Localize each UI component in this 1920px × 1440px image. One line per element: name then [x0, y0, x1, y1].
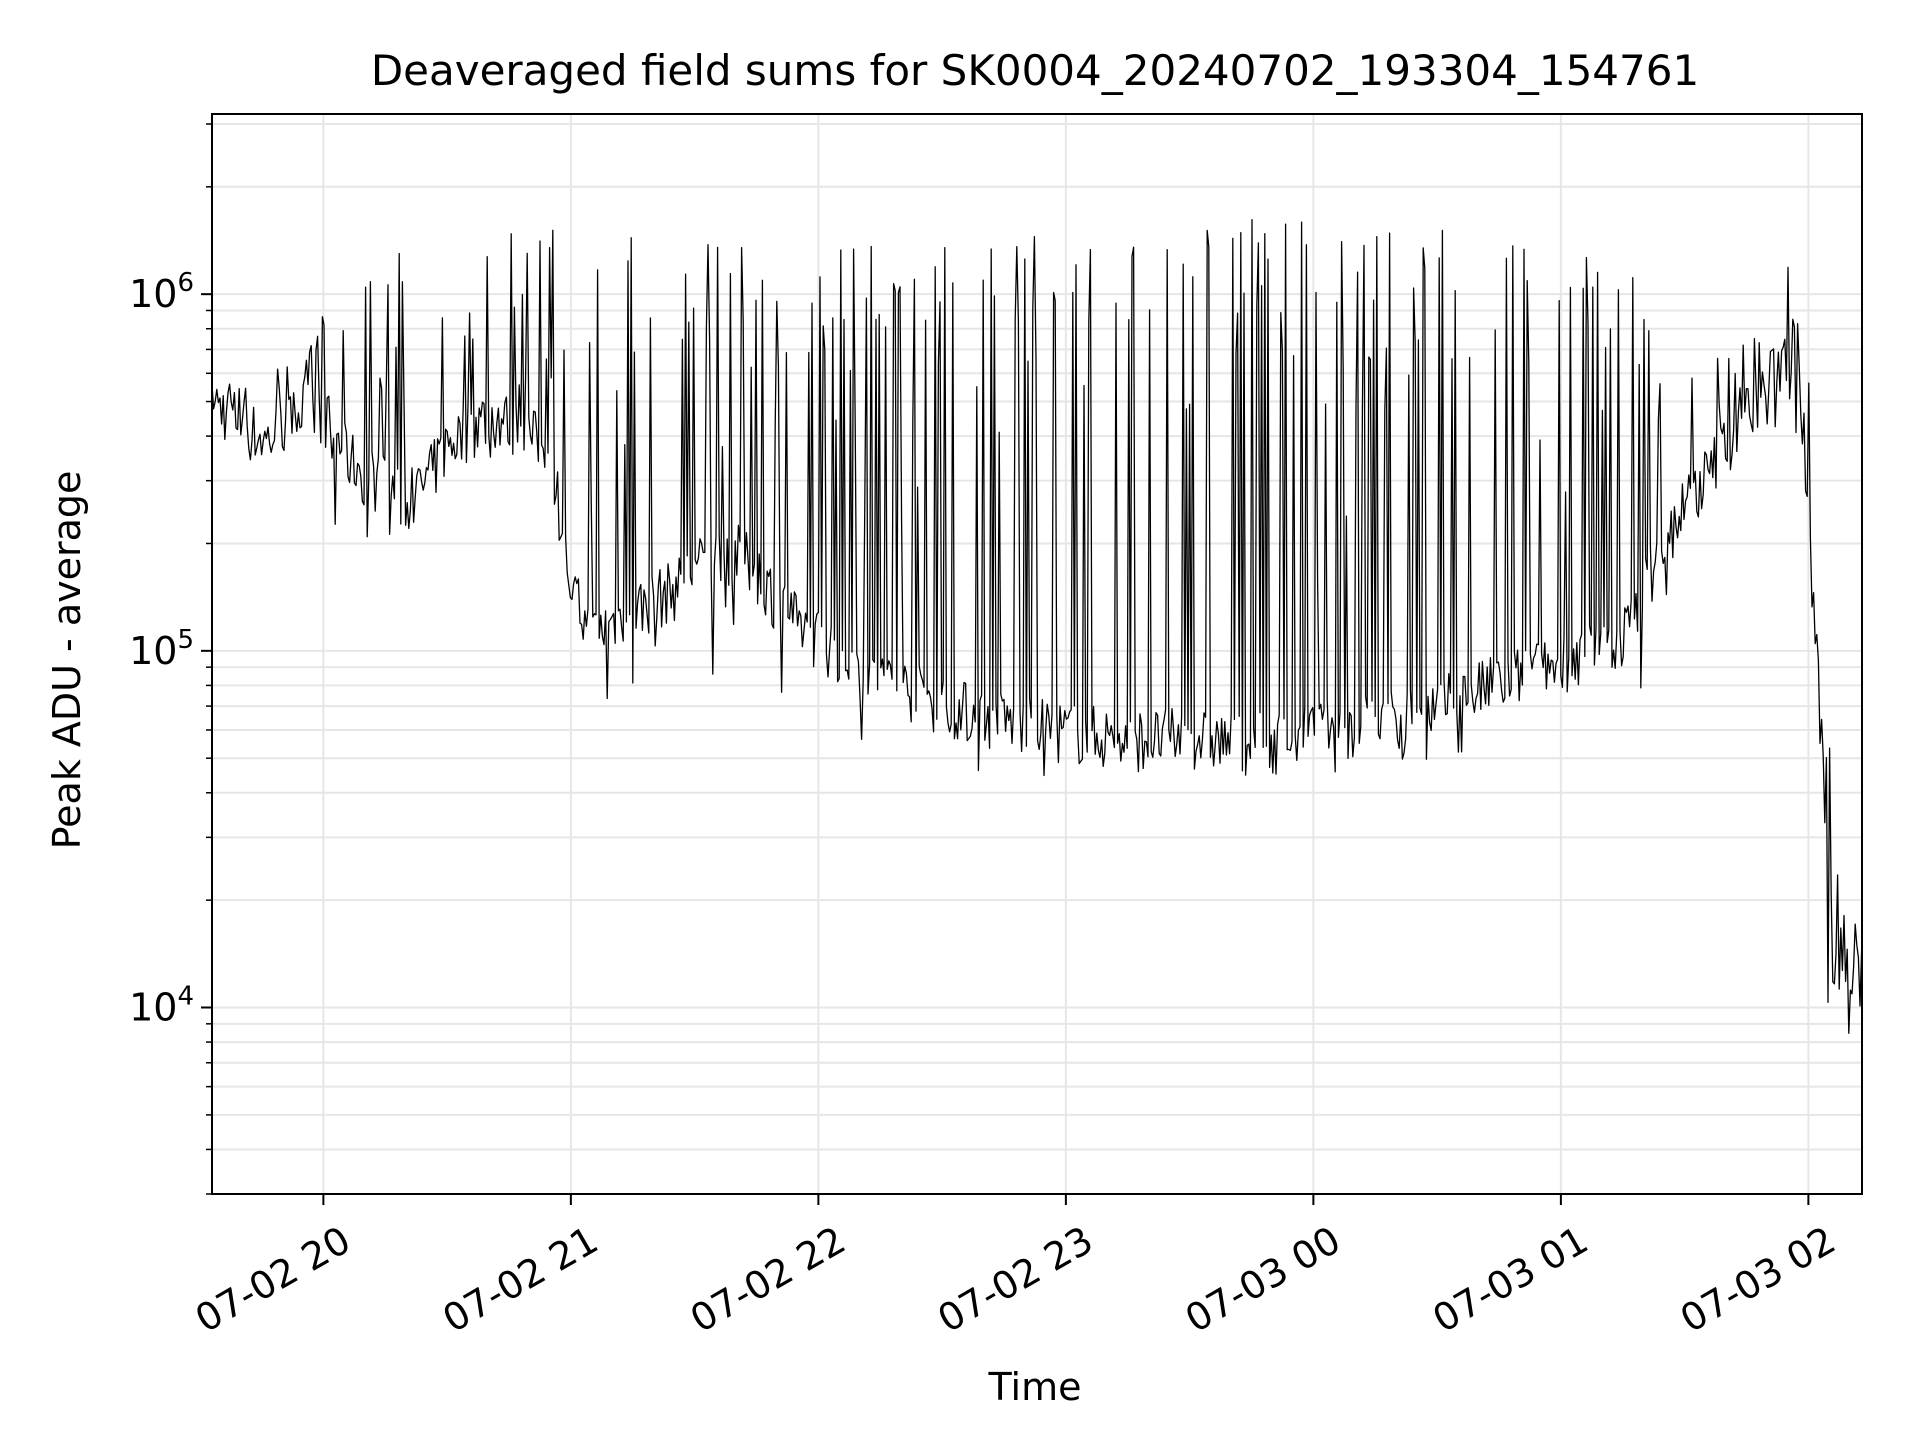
grid: [206, 114, 1862, 1195]
y-axis-label: Peak ADU - average: [45, 471, 89, 850]
chart-title: Deaveraged field sums for SK0004_2024070…: [371, 46, 1699, 95]
series-path: [211, 219, 1863, 1034]
y-axis-ticks: 104 105 106: [129, 268, 212, 1030]
y-tick-label: 105: [129, 625, 194, 673]
y-tick-label: 106: [129, 268, 194, 316]
plot-frame: [211, 113, 1863, 1195]
x-axis-label: Time: [988, 1365, 1082, 1409]
y-tick-label: 104: [129, 982, 194, 1030]
series-line: [211, 219, 1863, 1034]
